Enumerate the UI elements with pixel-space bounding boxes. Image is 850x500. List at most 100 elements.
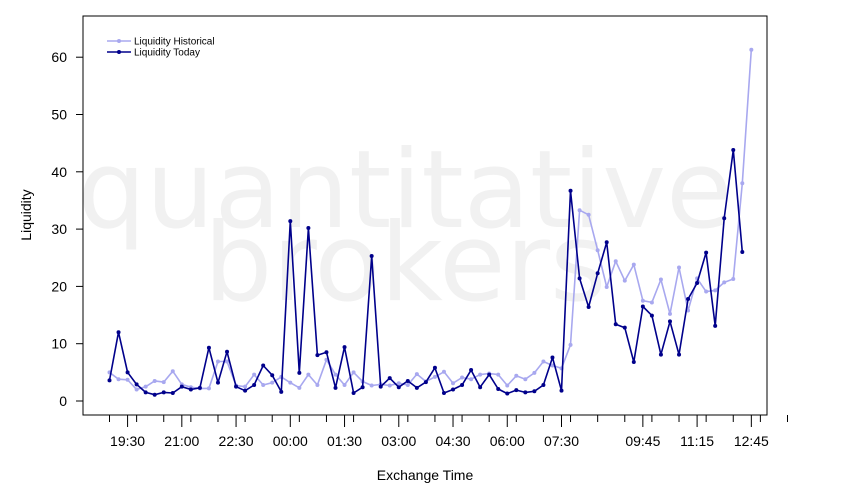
data-point-historical [261,382,266,387]
series-layer [107,47,754,397]
data-point-historical [297,385,302,390]
data-point-historical [206,386,211,391]
legend-marker-historical [117,39,121,43]
series-historical [107,47,754,392]
data-point-today [649,313,654,318]
watermark-line-1: quantitative [77,128,732,253]
data-point-historical [460,375,465,380]
x-tick-label: 12:45 [734,433,769,449]
data-point-today [170,390,175,395]
data-point-today [107,378,112,383]
data-point-today [532,389,537,394]
data-point-historical [315,382,320,387]
data-point-historical [225,359,230,364]
data-point-today [595,271,600,276]
data-point-today [704,250,709,255]
data-point-today [478,385,483,390]
data-point-today [297,370,302,375]
data-point-today [451,387,456,392]
data-point-historical [667,311,672,316]
plot-frame [82,15,768,416]
data-point-today [568,188,573,193]
data-point-historical [306,372,311,377]
data-point-today [215,380,220,385]
y-axis: 0 10 20 30 40 50 60 [51,49,83,409]
data-point-today [541,382,546,387]
data-point-historical [595,248,600,253]
data-point-today [369,254,374,259]
data-point-historical [640,298,645,303]
data-point-historical [125,377,130,382]
y-tick-label: 0 [59,393,67,409]
data-point-historical [351,370,356,375]
data-point-today [315,353,320,358]
data-point-today [460,382,465,387]
data-point-today [152,392,157,397]
data-point-historical [270,380,275,385]
data-point-today [432,365,437,370]
data-point-today [143,390,148,395]
x-tick-label: 00:00 [273,433,308,449]
data-point-historical [252,372,257,377]
data-point-today [677,352,682,357]
y-tick-label: 10 [51,336,67,352]
data-point-today [342,345,347,350]
data-point-today [658,352,663,357]
data-point-historical [740,181,745,186]
data-point-today [179,384,184,389]
y-tick-label: 60 [51,49,67,65]
data-point-historical [396,381,401,386]
y-tick-label: 40 [51,164,67,180]
data-point-today [640,304,645,309]
data-point-historical [658,277,663,282]
data-point-today [225,349,230,354]
legend-marker-today [117,50,121,54]
data-point-historical [369,383,374,388]
data-point-today [414,385,419,390]
data-point-today [261,363,266,368]
data-point-historical [704,289,709,294]
data-point-today [387,376,392,381]
data-point-historical [288,380,293,385]
data-point-today [505,391,510,396]
x-axis: 19:30 21:00 22:30 00:00 01:30 03:00 04:30 06:00… [109,415,788,449]
data-point-today [161,390,166,395]
data-point-historical [523,377,528,382]
x-tick-label: 22:30 [219,433,254,449]
data-point-historical [577,208,582,213]
x-tick-label: 06:00 [490,433,525,449]
data-point-historical [550,363,555,368]
data-point-historical [713,288,718,293]
data-point-today [306,225,311,230]
legend-label-today: Liquidity Today [134,48,200,59]
data-point-today [116,330,121,335]
data-point-today [188,387,193,392]
x-tick-label: 09:45 [625,433,660,449]
x-tick-label: 04:30 [435,433,470,449]
data-point-today [604,240,609,245]
watermark-line-2: brokers [204,201,606,326]
y-axis-title: Liquidity [18,189,34,240]
data-point-today [270,373,275,378]
y-tick-label: 20 [51,278,67,294]
data-point-historical [387,383,392,388]
data-point-historical [134,387,139,392]
x-tick-label: 03:00 [381,433,416,449]
data-point-historical [441,369,446,374]
data-point-today [695,280,700,285]
data-point-today [613,322,618,327]
y-tick-label: 50 [51,107,67,123]
data-point-historical [722,280,727,285]
data-point-today [469,368,474,373]
data-point-historical [333,372,338,377]
data-point-today [622,325,627,330]
data-point-historical [586,212,591,217]
data-point-today [333,385,338,390]
data-point-historical [152,378,157,383]
data-point-historical [469,377,474,382]
data-point-historical [161,380,166,385]
data-point-historical [631,262,636,267]
legend-label-historical: Liquidity Historical [134,37,215,48]
data-point-historical [170,369,175,374]
